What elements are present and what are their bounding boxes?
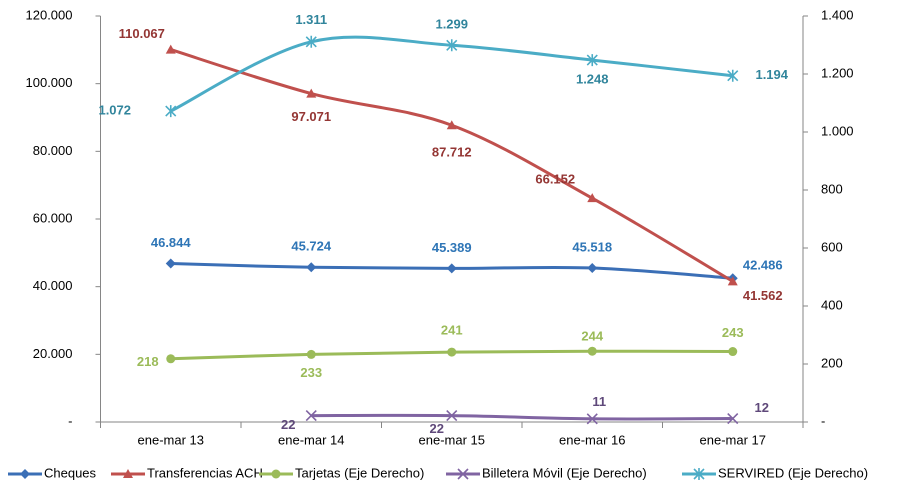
data-label: 66.152 [535, 172, 575, 187]
data-label: 45.724 [291, 239, 332, 254]
data-point [446, 410, 458, 422]
data-point [727, 276, 738, 286]
y2-tick-label: 200 [821, 355, 843, 370]
data-label: 243 [722, 325, 744, 340]
data-point [446, 39, 458, 52]
y2-tick-label: 400 [821, 297, 843, 312]
data-point [727, 412, 739, 425]
data-point [306, 88, 317, 98]
legend-marker [457, 468, 469, 480]
y-tick-label: 20.000 [33, 346, 73, 361]
y-tick-label: 80.000 [33, 143, 73, 158]
data-label: 1.311 [295, 12, 327, 27]
legend-marker [271, 469, 281, 479]
legend-label: Transferencias ACH [147, 465, 263, 480]
data-point [586, 413, 598, 425]
data-label: 241 [441, 323, 463, 338]
y2-tick-label: - [821, 413, 825, 428]
data-label: 12 [755, 400, 769, 415]
y2-tick-label: 1.200 [821, 65, 854, 80]
data-point [305, 410, 317, 422]
data-label: 218 [137, 354, 159, 369]
legend-label: SERVIRED (Eje Derecho) [718, 465, 868, 480]
data-point [446, 263, 457, 274]
data-label: 46.844 [151, 235, 192, 250]
data-point [447, 347, 457, 357]
data-point [446, 120, 457, 130]
legend-marker [693, 468, 705, 480]
y2-tick-label: 800 [821, 181, 843, 196]
data-label: 42.486 [743, 258, 783, 273]
x-tick-label: ene-mar 14 [278, 432, 344, 447]
legend-label: Cheques [44, 465, 97, 480]
data-label: 45.518 [572, 239, 612, 254]
data-point [728, 347, 738, 357]
legend-label: Tarjetas (Eje Derecho) [295, 465, 424, 480]
legend-label: Billetera Móvil (Eje Derecho) [482, 465, 647, 480]
data-point [166, 354, 176, 364]
x-tick-label: ene-mar 16 [559, 432, 625, 447]
data-point [586, 54, 598, 67]
y-tick-label: 40.000 [33, 278, 73, 293]
data-point [306, 262, 317, 273]
data-point [587, 262, 598, 273]
data-label: 233 [300, 365, 322, 380]
data-point [305, 35, 317, 48]
data-label: 110.067 [119, 26, 165, 41]
data-label: 41.562 [743, 288, 783, 303]
legend-marker [20, 469, 30, 479]
data-point [587, 193, 598, 203]
data-label: 244 [581, 329, 603, 344]
data-label: 45.389 [432, 240, 472, 255]
data-label: 1.248 [576, 72, 609, 87]
y-tick-label: - [68, 413, 72, 428]
data-label: 11 [592, 394, 606, 409]
data-label: 22 [430, 421, 444, 436]
y2-tick-label: 1.400 [821, 7, 854, 22]
data-point [165, 105, 177, 118]
data-label: 22 [281, 417, 295, 432]
data-point [727, 69, 739, 82]
x-tick-label: ene-mar 13 [138, 432, 204, 447]
data-label: 1.299 [435, 17, 468, 32]
data-point [306, 349, 316, 359]
x-tick-label: ene-mar 17 [700, 432, 766, 447]
legend-marker [123, 469, 133, 478]
y-tick-label: 60.000 [33, 210, 73, 225]
y-tick-label: 120.000 [26, 7, 73, 22]
data-point [165, 44, 176, 54]
data-point [587, 346, 597, 356]
data-label: 1.072 [98, 103, 131, 118]
y-tick-label: 100.000 [26, 75, 73, 90]
y2-tick-label: 600 [821, 239, 843, 254]
series-line [311, 413, 733, 421]
data-label: 87.712 [432, 145, 472, 160]
data-label: 97.071 [291, 109, 331, 124]
x-tick-label: ene-mar 15 [419, 432, 485, 447]
y2-tick-label: 1.000 [821, 123, 854, 138]
data-label: 1.194 [755, 67, 788, 82]
data-point [165, 258, 176, 269]
